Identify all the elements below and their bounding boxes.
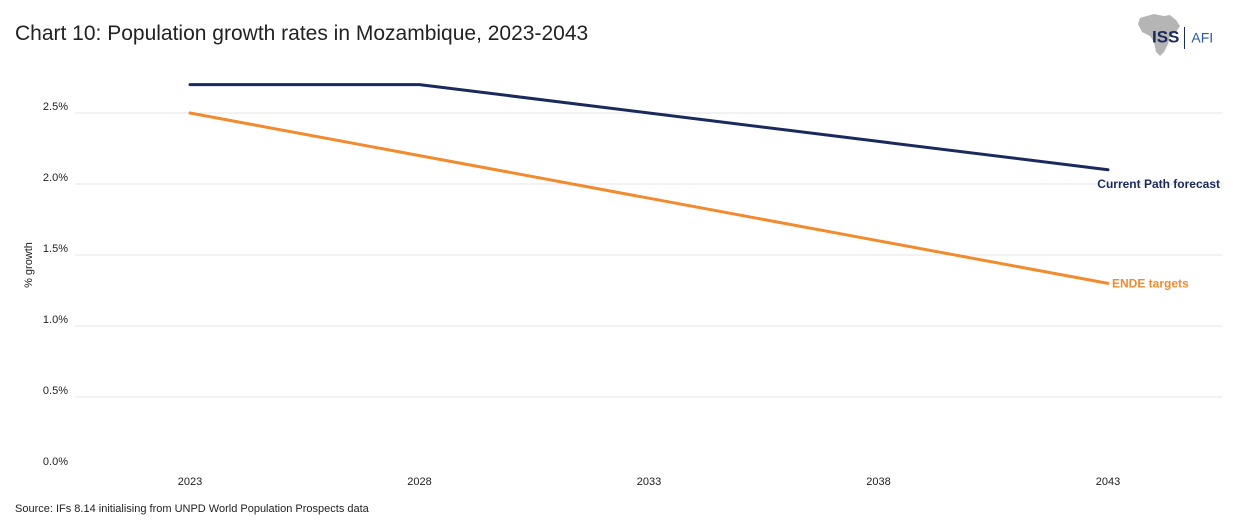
series-line bbox=[188, 111, 1110, 285]
series-label: ENDE targets bbox=[1112, 276, 1189, 290]
y-tick-label: 2.5% bbox=[43, 101, 68, 113]
x-tick-label: 2043 bbox=[1096, 476, 1120, 488]
y-tick-label: 0.0% bbox=[43, 456, 68, 468]
source-note: Source: IFs 8.14 initialising from UNPD … bbox=[15, 503, 369, 515]
y-tick-label: 1.0% bbox=[43, 314, 68, 326]
logo-secondary: AFI bbox=[1191, 29, 1214, 46]
logo-divider bbox=[1184, 27, 1186, 49]
x-tick-label: 2033 bbox=[637, 476, 661, 488]
africa-map-icon bbox=[1138, 14, 1180, 56]
iss-afi-logo: ISS AFI bbox=[1152, 27, 1213, 49]
x-tick-label: 2023 bbox=[178, 476, 202, 488]
series-line bbox=[188, 83, 1110, 172]
series-label: Current Path forecast bbox=[1097, 177, 1220, 191]
chart-title: Chart 10: Population growth rates in Moz… bbox=[15, 22, 589, 45]
x-tick-label: 2038 bbox=[866, 476, 890, 488]
y-tick-label: 0.5% bbox=[43, 385, 68, 397]
y-tick-label: 1.5% bbox=[43, 243, 68, 255]
x-tick-label: 2028 bbox=[407, 476, 431, 488]
logo-primary: ISS bbox=[1152, 27, 1180, 47]
y-tick-label: 2.0% bbox=[43, 172, 68, 184]
